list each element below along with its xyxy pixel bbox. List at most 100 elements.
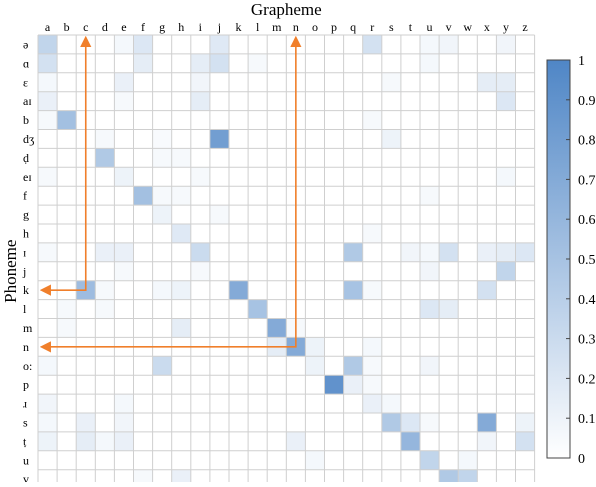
heatmap-cell-s-a bbox=[38, 413, 58, 432]
heatmap-cell-l-l bbox=[248, 299, 268, 319]
heatmap-cell-dʒ-s bbox=[381, 129, 401, 149]
heatmap-cell-k-d bbox=[95, 280, 115, 300]
x-tick-label-t: t bbox=[409, 20, 413, 34]
x-tick-label-l: l bbox=[256, 20, 260, 34]
y-tick-label-dʒ: dʒ bbox=[23, 132, 34, 146]
x-tick-label-a: a bbox=[45, 20, 51, 34]
heatmap-cell-b-r bbox=[362, 110, 382, 130]
heatmap-cell-ɪ-q bbox=[343, 242, 363, 262]
heatmap-cell-ɪ-z bbox=[515, 242, 535, 262]
heatmap-cell-u-u bbox=[420, 450, 440, 470]
heatmap-cell-ṭ-n bbox=[286, 431, 306, 451]
colorbar-tick-label: 0.8 bbox=[578, 134, 596, 149]
heatmap-cell-ɪ-i bbox=[190, 242, 210, 262]
heatmap-cell-v-w bbox=[458, 469, 478, 487]
x-tick-label-e: e bbox=[121, 20, 126, 34]
colorbar: 0 0.1 0.2 0.3 0.4 0.5 0.6 0.7 0.8 0.9 1 bbox=[546, 54, 596, 467]
y-tick-label-ṭ: ṭ bbox=[23, 434, 27, 448]
x-tick-label-c: c bbox=[83, 20, 88, 34]
y-tick-label-ḍ: ḍ bbox=[23, 151, 29, 165]
arrow-annotations bbox=[39, 35, 302, 353]
x-tick-label-y: y bbox=[503, 20, 509, 34]
heatmap-cell-ɹ-r bbox=[362, 394, 382, 413]
x-tick-label-z: z bbox=[522, 20, 527, 34]
heatmap-cell-o:-g bbox=[152, 356, 172, 376]
heatmap-cell-ɛ-s bbox=[381, 72, 401, 92]
y-tick-label-b: b bbox=[23, 113, 29, 127]
y-tick-label-ə: ə bbox=[23, 37, 28, 51]
colorbar-tick-label: 0.5 bbox=[578, 253, 596, 268]
heatmap-cell-eɪ-y bbox=[496, 167, 516, 187]
heatmap-cell-n-o bbox=[305, 337, 325, 357]
colorbar-tick-label: 0.3 bbox=[578, 333, 596, 348]
heatmap-cell-ḍ-d bbox=[95, 148, 115, 168]
y-tick-label-ɹ: ɹ bbox=[23, 397, 27, 411]
heatmap-cell-ɪ-d bbox=[95, 242, 115, 262]
heatmap-cell-k-q bbox=[343, 280, 363, 300]
y-tick-label-v: v bbox=[23, 472, 29, 482]
x-tick-label-j: j bbox=[217, 20, 221, 34]
heatmap-cell-ɪ-v bbox=[439, 242, 459, 262]
x-tick-label-x: x bbox=[484, 20, 490, 34]
x-tick-label-g: g bbox=[159, 20, 165, 34]
y-tick-label-j: j bbox=[22, 264, 26, 278]
heatmap-cell-dʒ-d bbox=[95, 129, 115, 149]
heatmap-cell-ɪ-y bbox=[496, 242, 516, 262]
heatmap-cell-p-p bbox=[324, 375, 344, 395]
heatmap-cell-h-r bbox=[362, 224, 382, 243]
y-tick-label-s: s bbox=[23, 415, 28, 429]
heatmap-cell-s-z bbox=[515, 413, 535, 432]
heatmap-cell-p-q bbox=[343, 375, 363, 395]
colorbar-tick-label: 0.6 bbox=[578, 213, 596, 228]
y-tick-label-ɛ: ɛ bbox=[23, 75, 28, 89]
colorbar-tick-label: 0.1 bbox=[578, 412, 596, 427]
heatmap-cell-ḍ-g bbox=[152, 148, 172, 168]
heatmap-cell-aɪ-y bbox=[496, 91, 516, 111]
x-tick-label-v: v bbox=[446, 20, 452, 34]
heatmap-cell-ə-f bbox=[133, 35, 153, 54]
heatmap-cell-m-b bbox=[57, 318, 77, 338]
heatmap-cell-p-r bbox=[362, 375, 382, 395]
colorbar-tick-label: 1 bbox=[578, 54, 585, 69]
heatmap-cell-ɪ-e bbox=[114, 242, 134, 262]
x-tick-label-o: o bbox=[312, 20, 318, 34]
heatmap-cell-s-e bbox=[114, 413, 134, 432]
x-tick-label-b: b bbox=[64, 20, 70, 34]
heatmap-cell-ɪ-u bbox=[420, 242, 440, 262]
heatmap-cell-v-v bbox=[439, 469, 459, 487]
colorbar-tick-label: 0.7 bbox=[578, 173, 596, 188]
heatmap-cell-ḍ-h bbox=[171, 148, 191, 168]
heatmap-cell-ɹ-e bbox=[114, 394, 134, 413]
heatmap-cell-j-y bbox=[496, 261, 516, 281]
heatmap-cell-v-h bbox=[171, 469, 191, 487]
heatmap-cell-m-m bbox=[267, 318, 287, 338]
x-tick-label-n: n bbox=[293, 20, 299, 34]
x-tick-label-d: d bbox=[102, 20, 108, 34]
heatmap-cell-k-h bbox=[171, 280, 191, 300]
y-tick-label-l: l bbox=[23, 302, 27, 316]
heatmap-cell-ɪ-t bbox=[400, 242, 420, 262]
heatmap-cell-ə-a bbox=[38, 35, 58, 54]
heatmap-cell-o:-q bbox=[343, 356, 363, 376]
heatmap-cell-f-u bbox=[420, 186, 440, 206]
heatmap-cell-s-c bbox=[76, 413, 96, 432]
heatmap-cell-ṭ-t bbox=[400, 431, 420, 451]
x-tick-label-u: u bbox=[427, 20, 433, 34]
heatmap-cell-u-w bbox=[458, 450, 478, 470]
heatmap-cell-s-s bbox=[381, 413, 401, 432]
heatmap-cell-aɪ-i bbox=[190, 91, 210, 111]
heatmap-cell-h-h bbox=[171, 224, 191, 243]
heatmap-cell-k-g bbox=[152, 280, 172, 300]
heatmap-cell-ṭ-z bbox=[515, 431, 535, 451]
heatmap-cell-ɛ-e bbox=[114, 72, 134, 92]
y-tick-label-u: u bbox=[23, 453, 29, 467]
heatmap-cell-ɑ-i bbox=[190, 53, 210, 73]
heatmap-cell-ə-e bbox=[114, 35, 134, 54]
x-tick-label-f: f bbox=[141, 20, 145, 34]
heatmap-cell-j-e bbox=[114, 261, 134, 281]
heatmap-cell-s-u bbox=[420, 413, 440, 432]
heatmap-cell-ə-j bbox=[209, 35, 229, 54]
heatmap-cell-ɪ-x bbox=[477, 242, 497, 262]
